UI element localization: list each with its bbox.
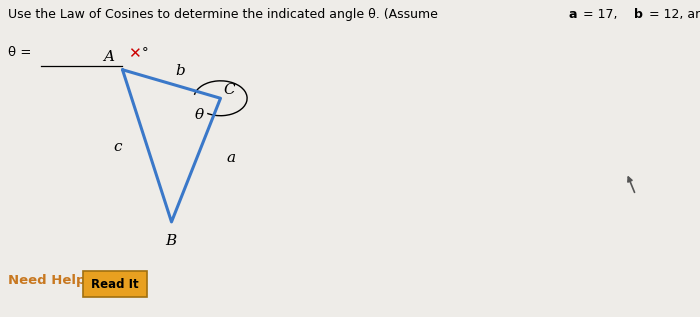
Text: A: A: [103, 50, 114, 64]
Text: C: C: [224, 83, 235, 97]
Text: Read It: Read It: [91, 277, 139, 291]
Text: b: b: [176, 64, 186, 78]
Text: θ: θ: [195, 108, 204, 122]
Text: c: c: [113, 140, 122, 154]
Text: ✕: ✕: [128, 46, 141, 61]
Text: θ =: θ =: [8, 46, 32, 59]
Text: b: b: [634, 8, 643, 21]
Text: B: B: [165, 234, 176, 248]
Text: = 17,: = 17,: [579, 8, 622, 21]
Text: a: a: [226, 152, 236, 165]
Text: °: °: [142, 46, 148, 59]
Text: = 12, and: = 12, and: [645, 8, 700, 21]
FancyBboxPatch shape: [83, 271, 147, 297]
Text: Need Help?: Need Help?: [8, 274, 94, 287]
Text: a: a: [568, 8, 577, 21]
Text: Use the Law of Cosines to determine the indicated angle θ. (Assume: Use the Law of Cosines to determine the …: [8, 8, 442, 21]
